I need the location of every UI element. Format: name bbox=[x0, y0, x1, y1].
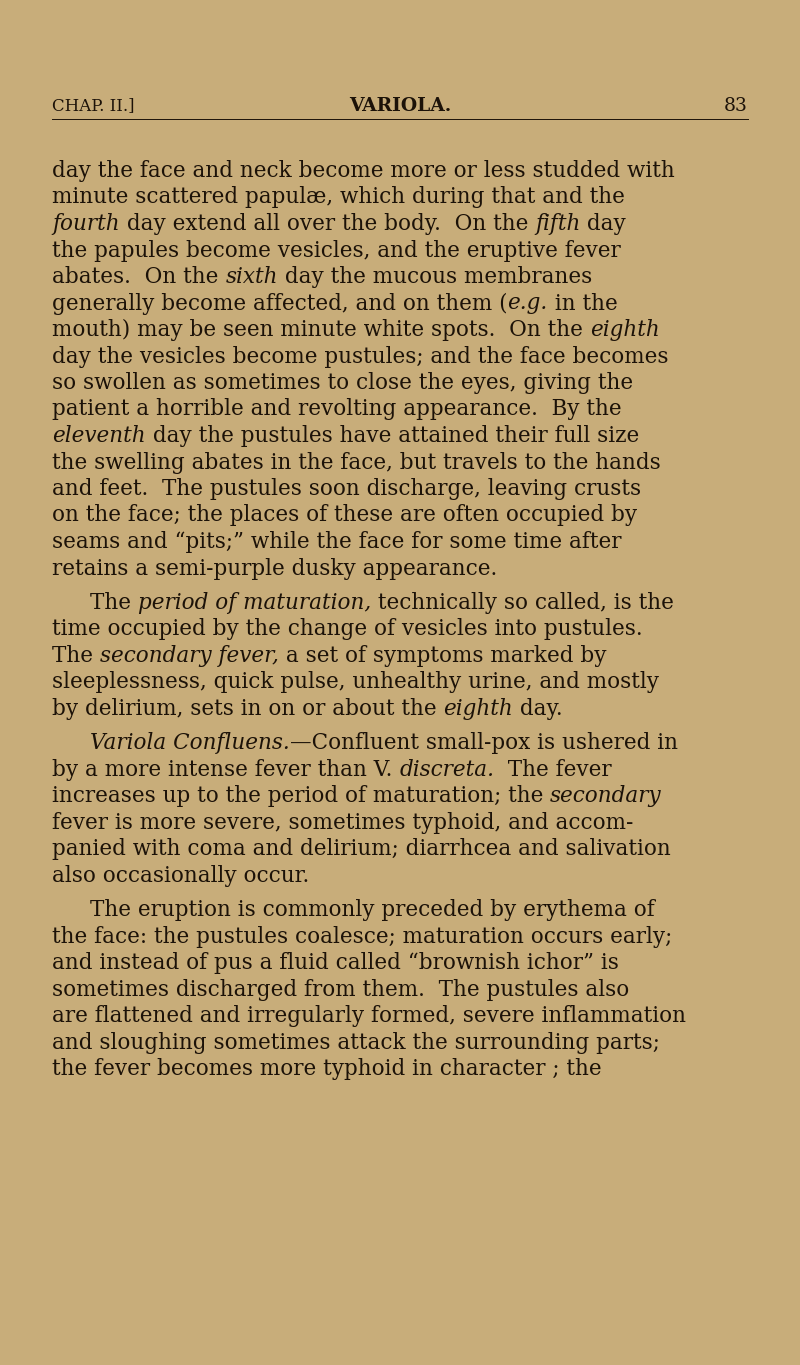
Text: —Confluent small-pox is ushered in: —Confluent small-pox is ushered in bbox=[290, 733, 678, 755]
Text: time occupied by the change of vesicles into pustules.: time occupied by the change of vesicles … bbox=[52, 618, 642, 640]
Text: also occasionally occur.: also occasionally occur. bbox=[52, 865, 310, 887]
Text: sixth: sixth bbox=[226, 266, 278, 288]
Text: eighth: eighth bbox=[590, 319, 659, 341]
Text: day the mucous membranes: day the mucous membranes bbox=[278, 266, 592, 288]
Text: mouth) may be seen minute white spots.  On the: mouth) may be seen minute white spots. O… bbox=[52, 319, 590, 341]
Text: fifth: fifth bbox=[535, 213, 580, 235]
Text: day.: day. bbox=[514, 698, 563, 719]
Text: 83: 83 bbox=[724, 97, 748, 115]
Text: period of maturation,: period of maturation, bbox=[138, 592, 371, 614]
Text: fourth: fourth bbox=[52, 213, 120, 235]
Text: The fever: The fever bbox=[494, 759, 612, 781]
Text: day extend all over the body.  On the: day extend all over the body. On the bbox=[120, 213, 535, 235]
Text: abates.  On the: abates. On the bbox=[52, 266, 226, 288]
Text: panied with coma and delirium; diarrhcea and salivation: panied with coma and delirium; diarrhcea… bbox=[52, 838, 670, 860]
Text: secondary: secondary bbox=[550, 785, 662, 808]
Text: fever is more severe, sometimes typhoid, and accom-: fever is more severe, sometimes typhoid,… bbox=[52, 812, 634, 834]
Text: CHAP. II.]: CHAP. II.] bbox=[52, 97, 134, 115]
Text: The: The bbox=[52, 644, 100, 667]
Text: e.g.: e.g. bbox=[507, 292, 548, 314]
Text: eleventh: eleventh bbox=[52, 425, 146, 446]
Text: and instead of pus a fluid called “brownish ichor” is: and instead of pus a fluid called “brown… bbox=[52, 953, 619, 975]
Text: day the pustules have attained their full size: day the pustules have attained their ful… bbox=[146, 425, 639, 446]
Text: day the face and neck become more or less studded with: day the face and neck become more or les… bbox=[52, 160, 674, 182]
Text: in the: in the bbox=[548, 292, 618, 314]
Text: technically so called, is the: technically so called, is the bbox=[371, 592, 674, 614]
Text: day the vesicles become pustules; and the face becomes: day the vesicles become pustules; and th… bbox=[52, 345, 669, 367]
Text: a set of symptoms marked by: a set of symptoms marked by bbox=[278, 644, 606, 667]
Text: the fever becomes more typhoid in character ; the: the fever becomes more typhoid in charac… bbox=[52, 1058, 602, 1080]
Text: day: day bbox=[580, 213, 626, 235]
Text: Variola Confluens.: Variola Confluens. bbox=[90, 733, 290, 755]
Text: sometimes discharged from them.  The pustules also: sometimes discharged from them. The pust… bbox=[52, 979, 630, 1001]
Text: discreta.: discreta. bbox=[399, 759, 494, 781]
Text: eighth: eighth bbox=[443, 698, 514, 719]
Text: by delirium, sets in on or about the: by delirium, sets in on or about the bbox=[52, 698, 443, 719]
Text: generally become affected, and on them (: generally become affected, and on them ( bbox=[52, 292, 507, 314]
Text: are flattened and irregularly formed, severe inflammation: are flattened and irregularly formed, se… bbox=[52, 1006, 686, 1028]
Text: retains a semi-purple dusky appearance.: retains a semi-purple dusky appearance. bbox=[52, 557, 498, 580]
Text: VARIOLA.: VARIOLA. bbox=[349, 97, 451, 115]
Text: secondary fever,: secondary fever, bbox=[100, 644, 278, 667]
Text: the face: the pustules coalesce; maturation occurs early;: the face: the pustules coalesce; maturat… bbox=[52, 925, 672, 947]
Text: sleeplessness, quick pulse, unhealthy urine, and mostly: sleeplessness, quick pulse, unhealthy ur… bbox=[52, 672, 659, 693]
Text: patient a horrible and revolting appearance.  By the: patient a horrible and revolting appeara… bbox=[52, 399, 622, 420]
Text: and feet.  The pustules soon discharge, leaving crusts: and feet. The pustules soon discharge, l… bbox=[52, 478, 641, 500]
Text: on the face; the places of these are often occupied by: on the face; the places of these are oft… bbox=[52, 505, 637, 527]
Text: and sloughing sometimes attack the surrounding parts;: and sloughing sometimes attack the surro… bbox=[52, 1032, 660, 1054]
Text: minute scattered papulæ, which during that and the: minute scattered papulæ, which during th… bbox=[52, 187, 625, 209]
Text: the papules become vesicles, and the eruptive fever: the papules become vesicles, and the eru… bbox=[52, 239, 621, 262]
Text: so swollen as sometimes to close the eyes, giving the: so swollen as sometimes to close the eye… bbox=[52, 373, 633, 394]
Text: by a more intense fever than V.: by a more intense fever than V. bbox=[52, 759, 399, 781]
Text: the swelling abates in the face, but travels to the hands: the swelling abates in the face, but tra… bbox=[52, 452, 661, 474]
Text: seams and “pits;” while the face for some time after: seams and “pits;” while the face for som… bbox=[52, 531, 622, 553]
Text: The: The bbox=[90, 592, 138, 614]
Text: increases up to the period of maturation; the: increases up to the period of maturation… bbox=[52, 785, 550, 808]
Text: The eruption is commonly preceded by erythema of: The eruption is commonly preceded by ery… bbox=[90, 900, 654, 921]
